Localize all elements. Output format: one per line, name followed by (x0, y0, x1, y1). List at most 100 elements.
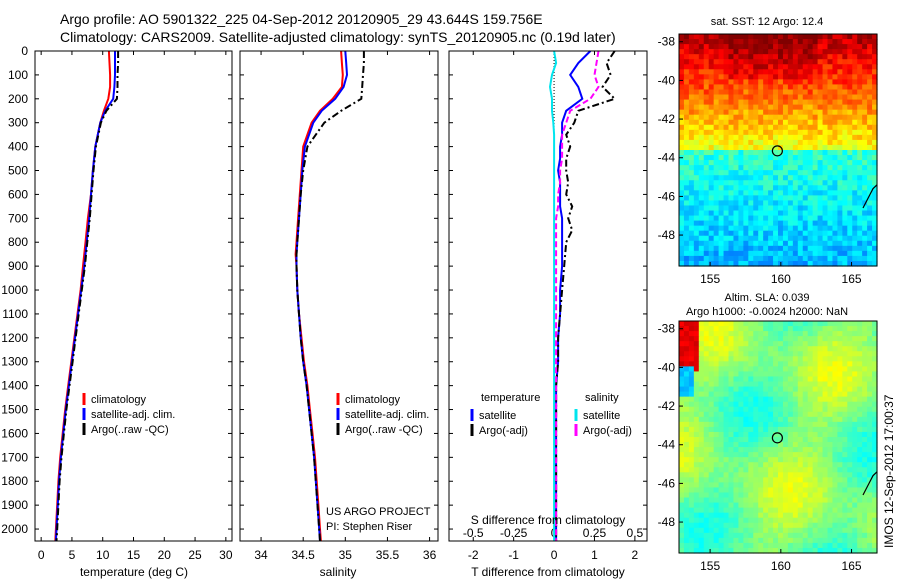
temperature-x-axis-label: temperature (deg C) (80, 565, 188, 579)
map-cell (807, 139, 814, 146)
map-cell (738, 421, 744, 428)
map-cell (857, 240, 863, 247)
map-cell (832, 437, 838, 443)
map-cell (679, 336, 685, 342)
map-cell (837, 255, 843, 262)
map-cell (857, 195, 863, 202)
map-cell (827, 537, 834, 544)
map-cell (728, 79, 735, 86)
map-cell (728, 401, 735, 408)
map-cell (782, 245, 789, 252)
map-cell (758, 104, 764, 111)
map-cell (743, 200, 749, 207)
map-cell (703, 84, 710, 91)
map-cell (792, 124, 799, 131)
map-cell (713, 139, 720, 146)
map-cell (713, 336, 720, 342)
map-cell (797, 240, 804, 247)
map-cell (862, 180, 868, 186)
map-cell (842, 532, 848, 539)
map-cell (738, 205, 744, 212)
map-cell (852, 84, 858, 91)
map-cell (812, 160, 819, 166)
map-cell (688, 235, 695, 242)
map-cell (827, 487, 834, 494)
map-cell (743, 230, 749, 237)
map-cell (862, 84, 868, 91)
map-cell (698, 150, 705, 156)
map-cell (698, 492, 705, 499)
map-cell (679, 195, 685, 202)
map-cell (822, 109, 829, 116)
map-cell (773, 255, 779, 262)
map-cell (837, 104, 843, 111)
map-cell (733, 497, 739, 504)
map-cell (693, 421, 700, 428)
map-cell (728, 240, 735, 247)
map-cell (679, 150, 685, 156)
map-cell (778, 185, 784, 191)
map-cell (797, 180, 804, 186)
map-cell (872, 416, 878, 423)
map-cell (827, 260, 834, 267)
map-cell (802, 457, 809, 463)
map-cell (758, 452, 764, 458)
map-cell (822, 547, 829, 554)
map-cell (718, 376, 725, 383)
map-cell (797, 134, 804, 141)
map-cell (817, 462, 824, 468)
map-cell (728, 371, 735, 378)
map-cell (792, 165, 799, 171)
map-cell (753, 421, 759, 428)
map-cell (703, 462, 710, 468)
map-cell (743, 447, 749, 453)
map-cell (827, 522, 834, 529)
map-cell (857, 170, 863, 176)
map-cell (693, 371, 700, 378)
map-cell (827, 175, 834, 181)
map-cell (812, 89, 819, 96)
map-cell (817, 442, 824, 448)
map-cell (768, 225, 774, 232)
map-cell (748, 462, 754, 468)
map-cell (733, 175, 739, 181)
map-cell (708, 109, 715, 116)
map-cell (753, 547, 759, 554)
map-cell (718, 170, 725, 176)
map-cell (733, 150, 739, 156)
map-cell (802, 406, 809, 413)
map-cell (778, 447, 784, 453)
map-cell (753, 376, 759, 383)
map-cell (688, 250, 695, 257)
map-cell (792, 69, 799, 75)
map-cell (693, 482, 700, 489)
map-cell (773, 326, 779, 332)
map-cell (743, 195, 749, 202)
map-cell (872, 462, 878, 468)
map-cell (733, 195, 739, 202)
coastline (862, 471, 878, 496)
map-cell (832, 381, 838, 388)
map-cell (679, 215, 685, 222)
map-y-tick-label: -48 (658, 515, 676, 529)
map-cell (723, 527, 730, 534)
map-cell (867, 381, 873, 388)
map-cell (857, 245, 863, 252)
map-cell (817, 250, 824, 257)
map-cell (872, 512, 878, 519)
map-cell (773, 487, 779, 494)
map-cell (723, 502, 730, 509)
map-cell (867, 190, 873, 196)
map-cell (842, 361, 848, 367)
map-cell (837, 84, 843, 91)
map-cell (693, 401, 700, 408)
map-cell (847, 416, 853, 423)
map-cell (683, 336, 690, 342)
map-cell (688, 44, 695, 50)
map-cell (713, 190, 720, 196)
map-cell (872, 225, 878, 232)
map-cell (832, 144, 838, 151)
map-cell (832, 452, 838, 458)
map-cell (713, 89, 720, 96)
map-cell (753, 64, 759, 70)
